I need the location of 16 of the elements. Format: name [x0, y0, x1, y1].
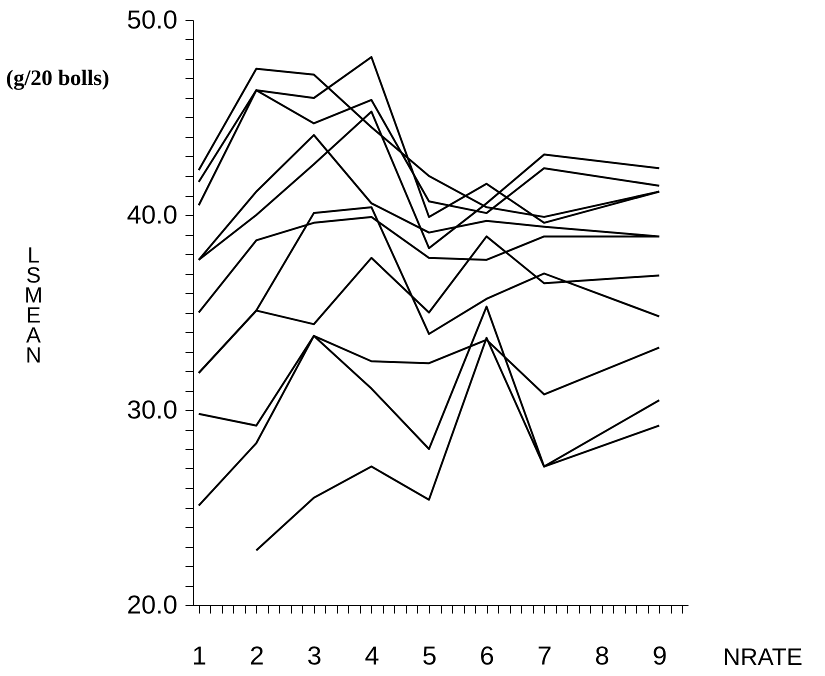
x-tick-label: 3: [307, 640, 322, 670]
x-tick-label: 9: [652, 640, 667, 670]
y-tick-label: 30.0: [126, 394, 178, 424]
x-tick-label: 5: [422, 640, 437, 670]
x-tick-label: 6: [480, 640, 494, 670]
x-tick-label: 8: [594, 640, 610, 670]
x-tick-label: 7: [537, 640, 552, 670]
x-tick-label: 4: [364, 640, 380, 670]
x-tick-label: 2: [250, 640, 264, 670]
y-tick-label: 20.0: [126, 590, 178, 620]
y-tick-label: 40.0: [126, 200, 178, 230]
x-tick-label: 1: [192, 640, 206, 670]
x-axis-title: NRATE: [723, 644, 803, 671]
text: (g/20 bolls): [6, 65, 110, 90]
y-tick-label: 50.0: [126, 4, 178, 34]
y-axis-title: LSMEAN: [24, 242, 43, 368]
